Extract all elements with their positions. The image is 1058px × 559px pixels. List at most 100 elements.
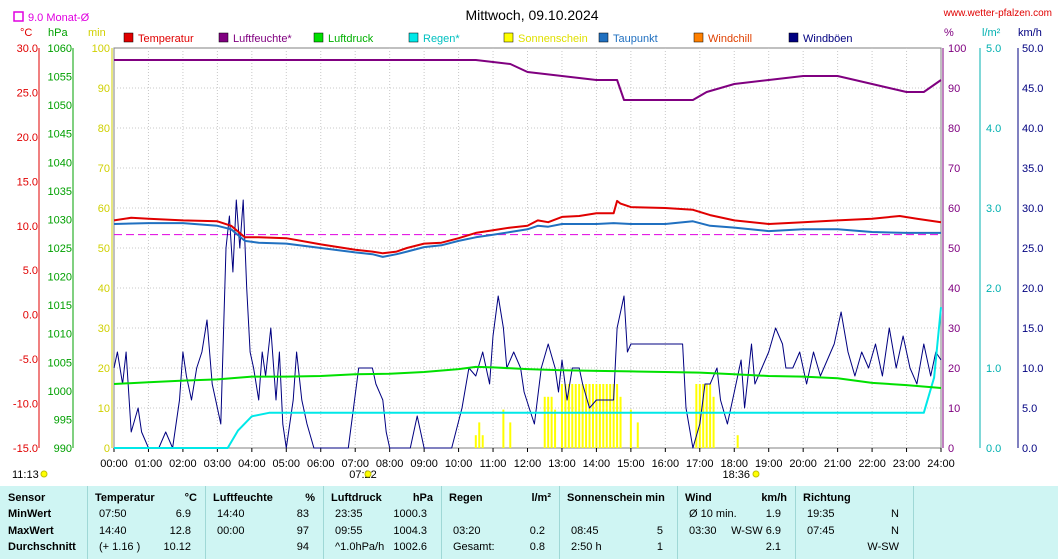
press-axis-tick-label: 1060: [48, 43, 72, 55]
legend-sonnenschein: Sonnenschein: [518, 33, 588, 45]
sunshine-bar: [616, 384, 619, 448]
humidity-axis-tick-label: 50: [948, 243, 960, 255]
legend-swatch-luftfeuchte: [218, 32, 229, 43]
minutes-axis-tick-label: 90: [98, 83, 110, 95]
x-tick-label: 03:00: [204, 458, 232, 470]
stats-cell-hum-value: 97: [296, 525, 309, 537]
sunshine-bar: [478, 422, 481, 448]
press-axis-tick-label: 1050: [48, 100, 72, 112]
stats-cell-press-time: 23:35: [335, 508, 363, 520]
stats-cell-temp-time: (+ 1.16 ): [99, 541, 141, 553]
stats-cell-temp-time: 07:50: [99, 508, 127, 520]
temp-unit-label: °C: [20, 27, 32, 39]
stats-row-label: Durchschnitt: [8, 541, 76, 553]
stats-unit-temp: °C: [184, 492, 197, 504]
x-tick-label: 01:00: [135, 458, 163, 470]
minutes-axis-tick-label: 20: [98, 363, 110, 375]
x-tick-label: 21:00: [824, 458, 852, 470]
x-tick-label: 22:00: [858, 458, 886, 470]
column-divider: [441, 486, 442, 559]
legend-luftdruck: Luftdruck: [328, 33, 374, 45]
x-tick-label: 07:00: [341, 458, 369, 470]
series-temperatur: [113, 199, 942, 255]
sunshine-bar: [702, 384, 705, 448]
temp-axis-tick-label: -15.0: [13, 443, 38, 455]
sunshine-bar: [502, 409, 505, 448]
stats-cell-press-time: 09:55: [335, 525, 363, 537]
minutes-axis-tick-label: 30: [98, 323, 110, 335]
wind-unit-label: km/h: [1018, 27, 1042, 39]
press-axis-tick-label: 1010: [48, 329, 72, 341]
column-divider: [795, 486, 796, 559]
sunshine-bar: [585, 384, 588, 448]
press-axis-tick-label: 995: [54, 414, 72, 426]
x-tick-label: 18:00: [720, 458, 748, 470]
humidity-axis-tick-label: 80: [948, 123, 960, 135]
temp-axis-tick-label: 5.0: [23, 265, 38, 277]
wind-axis-tick-label: 45.0: [1022, 83, 1043, 95]
stats-header-wind: Wind: [685, 492, 712, 504]
wind-axis-tick-label: 25.0: [1022, 243, 1043, 255]
sunshine-bar: [591, 384, 594, 448]
stats-cell-wind-value: W-SW 6.9: [731, 525, 781, 537]
x-tick-label: 02:00: [169, 458, 197, 470]
sunshine-bar: [709, 384, 712, 448]
monat-legend-label: 9.0 Monat-Ø: [28, 12, 90, 24]
sunshine-bar: [481, 435, 484, 448]
sunset-time: 18:36: [722, 469, 750, 481]
x-tick-label: 12:00: [514, 458, 542, 470]
rain-unit-label: l/m²: [982, 27, 1001, 39]
sunshine-bar: [474, 435, 477, 448]
stats-unit-press: hPa: [412, 492, 433, 504]
stats-cell-wind-time: Ø 10 min.: [689, 508, 737, 520]
sunshine-bar: [698, 384, 701, 448]
stats-cell-sun-value: 5: [656, 525, 663, 537]
series-luftfeuchte: [114, 59, 942, 101]
x-axis: 00:00 01:00 02:00 03:00 04:00 05:00 06:00 07:00…: [100, 448, 955, 470]
sunshine-bar: [567, 384, 570, 448]
series-layer: [113, 59, 942, 449]
legend-swatch-temperatur: [123, 32, 134, 43]
stats-cell-dir-time: 19:35: [807, 508, 835, 520]
legend-swatch-luftdruck: [313, 32, 324, 43]
stats-cell-press-value: 1002.6: [393, 541, 427, 553]
wind-axis-tick-label: 40.0: [1022, 123, 1043, 135]
site-link[interactable]: www.wetter-pfalzen.com: [943, 8, 1052, 19]
column-divider: [913, 486, 914, 559]
wind-axis-tick-label: 0.0: [1022, 443, 1037, 455]
stats-cell-temp-time: 14:40: [99, 525, 127, 537]
wind-axis-tick-label: 50.0: [1022, 43, 1043, 55]
minutes-unit-label: min: [88, 27, 106, 39]
wind-axis-tick-label: 20.0: [1022, 283, 1043, 295]
stats-cell-hum-value: 83: [296, 508, 309, 520]
temp-axis-tick-label: 0.0: [23, 310, 38, 322]
sunshine-bar: [636, 422, 639, 448]
x-tick-label: 16:00: [652, 458, 680, 470]
stats-cell-temp-value: 10.12: [163, 541, 191, 553]
minutes-axis-tick-label: 50: [98, 243, 110, 255]
x-tick-label: 17:00: [686, 458, 714, 470]
press-axis-tick-label: 1045: [48, 129, 72, 141]
stats-cell-wind-time: 03:30: [689, 525, 717, 537]
legend-swatch-taupunkt: [598, 32, 609, 43]
stats-cell-dir-value: W-SW: [867, 541, 899, 553]
sunshine-bar: [736, 435, 739, 448]
x-tick-label: 10:00: [445, 458, 473, 470]
press-axis-tick-label: 1030: [48, 214, 72, 226]
stats-header-dir: Richtung: [803, 492, 851, 504]
wind-axis-tick-label: 35.0: [1022, 163, 1043, 175]
gridlines: [114, 48, 941, 448]
press-axis-tick-label: 1040: [48, 157, 72, 169]
sunshine-bar: [705, 384, 708, 448]
x-tick-label: 24:00: [927, 458, 955, 470]
stats-cell-hum-value: 94: [296, 541, 309, 553]
sunshine-bar: [712, 396, 715, 448]
press-axis-tick-label: 1000: [48, 386, 72, 398]
current-sun-icon: [40, 470, 48, 478]
legend: Temperatur Luftfeuchte* Luftdruck Regen*…: [123, 32, 853, 45]
stats-cell-dir-time: 07:45: [807, 525, 835, 537]
rain-axis-tick-label: 0.0: [986, 443, 1001, 455]
stats-cell-rain-value: 0.2: [529, 525, 545, 537]
x-tick-label: 23:00: [893, 458, 921, 470]
sunshine-bar: [550, 396, 553, 448]
